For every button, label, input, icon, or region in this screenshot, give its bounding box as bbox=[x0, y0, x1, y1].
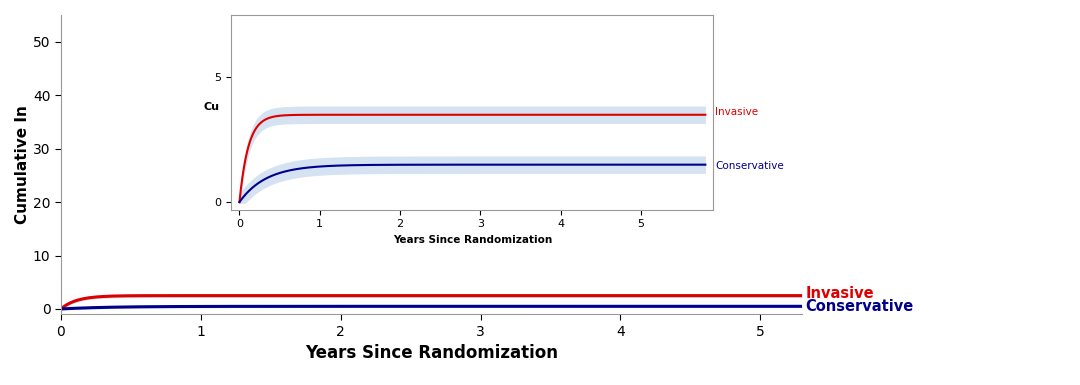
Y-axis label: Cumulative In: Cumulative In bbox=[15, 105, 30, 224]
X-axis label: Years Since Randomization: Years Since Randomization bbox=[306, 344, 558, 362]
Text: Conservative: Conservative bbox=[806, 300, 914, 314]
Text: Invasive: Invasive bbox=[806, 286, 874, 301]
